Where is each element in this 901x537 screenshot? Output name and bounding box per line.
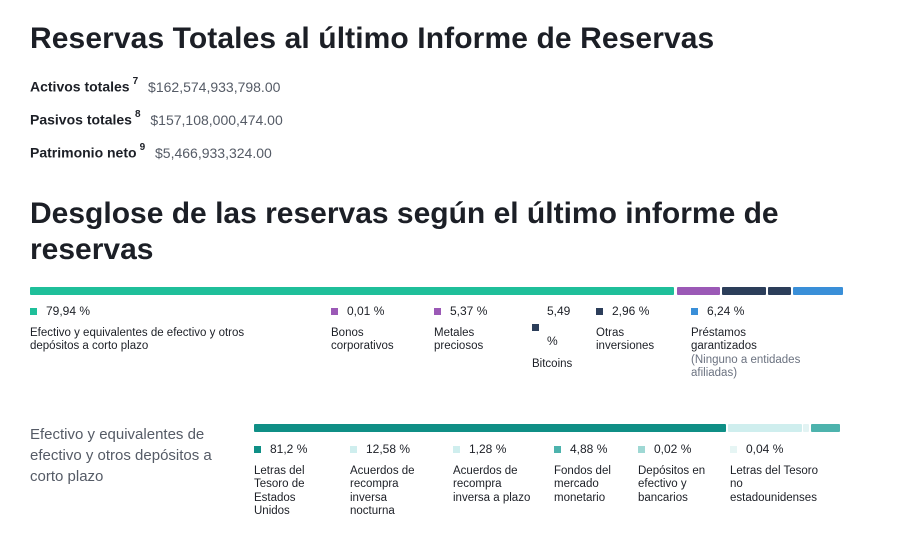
cash-item-bank-deposits: 0,02 % Depósitos en efectivo y bancarios — [638, 442, 714, 505]
total-assets-row: Activos totales 7 $162,574,933,798.00 — [30, 76, 281, 95]
cash-bar-segment-tbills[interactable] — [254, 424, 726, 432]
legend-pct: 5,37 % — [450, 304, 488, 318]
cash-bar-segment-overnight-repo[interactable] — [728, 424, 802, 432]
total-liabilities-value: $157,108,000,474.00 — [150, 111, 283, 128]
footnote-ref[interactable]: 7 — [132, 76, 139, 87]
legend-swatch — [331, 308, 338, 316]
legend-swatch — [638, 446, 645, 454]
legend-label: Fondos del mercado monetario — [554, 464, 611, 504]
legend-pct: 0,02 % — [654, 442, 692, 456]
legend-swatch — [30, 308, 37, 316]
legend-label: Letras del Tesoro de Estados Unidos — [254, 464, 305, 518]
cash-item-tbills: 81,2 % Letras del Tesoro de Estados Unid… — [254, 442, 334, 519]
cash-item-overnight-repo: 12,58 % Acuerdos de recompra inversa noc… — [350, 442, 430, 519]
total-liabilities-row: Pasivos totales 8 $157,108,000,474.00 — [30, 109, 283, 128]
legend-pct: 6,24 % — [707, 304, 745, 318]
legend-label: Acuerdos de recompra inversa a plazo — [453, 464, 531, 504]
total-assets-value: $162,574,933,798.00 — [148, 78, 281, 95]
legend-swatch — [350, 446, 357, 454]
legend-label: Otras inversiones — [596, 326, 655, 353]
legend-item-cash: 79,94 % Efectivo y equivalentes de efect… — [30, 304, 290, 354]
bar-segment-cash[interactable] — [30, 287, 674, 295]
legend-swatch — [691, 308, 698, 316]
legend-label: Metales preciosos — [434, 326, 484, 353]
legend-item-precious-metals: 5,37 % Metales preciosos — [434, 304, 514, 354]
legend-pct: 2,96 % — [612, 304, 650, 318]
legend-swatch — [730, 446, 737, 454]
legend-pct: 0,01 % — [347, 304, 385, 318]
legend-pct: 79,94 % — [46, 304, 91, 318]
legend-label: Letras del Tesoro no estadounidenses — [730, 464, 819, 504]
footnote-ref[interactable]: 8 — [134, 109, 141, 120]
legend-pct: 5,49 — [547, 304, 571, 318]
legend-swatch — [554, 446, 561, 454]
page-title: Reservas Totales al último Informe de Re… — [30, 22, 715, 55]
cash-item-term-repo: 1,28 % Acuerdos de recompra inversa a pl… — [453, 442, 533, 505]
cash-item-non-us-tbills: 0,04 % Letras del Tesoro no estadouniden… — [730, 442, 840, 505]
total-liabilities-label: Pasivos totales — [30, 111, 132, 128]
bar-segment-loans[interactable] — [793, 287, 843, 295]
breakdown-title: Desglose de las reservas según el último… — [30, 197, 779, 266]
bar-segment-other[interactable] — [768, 287, 791, 295]
legend-pct: 4,88 % — [570, 442, 608, 456]
bar-segment-bitcoin[interactable] — [722, 287, 766, 295]
legend-label: Préstamos garantizados — [691, 326, 757, 353]
footnote-ref[interactable]: 9 — [139, 142, 146, 153]
legend-swatch — [434, 308, 441, 316]
cash-item-money-market: 4,88 % Fondos del mercado monetario — [554, 442, 626, 505]
bar-segment-metals[interactable] — [677, 287, 720, 295]
legend-pct: 12,58 % — [366, 442, 411, 456]
legend-item-secured-loans: 6,24 % Préstamos garantizados (Ninguno a… — [691, 304, 816, 381]
cash-section-title: Efectivo y equivalentes de efectivo y ot… — [30, 426, 212, 485]
legend-swatch — [254, 446, 261, 454]
legend-label: Efectivo y equivalentes de efectivo y ot… — [30, 326, 245, 353]
legend-label: Depósitos en efectivo y bancarios — [638, 464, 706, 504]
legend-pct: 0,04 % — [746, 442, 784, 456]
legend-pct: 81,2 % — [270, 442, 308, 456]
legend-swatch — [596, 308, 603, 316]
net-equity-row: Patrimonio neto 9 $5,466,933,324.00 — [30, 142, 272, 161]
legend-pct-suffix: % — [547, 334, 558, 348]
legend-label: Bitcoins — [532, 358, 573, 370]
total-assets-label: Activos totales — [30, 78, 130, 95]
legend-item-corporate-bonds: 0,01 % Bonos corporativos — [331, 304, 421, 354]
legend-swatch — [532, 324, 539, 331]
legend-item-other-investments: 2,96 % Otras inversiones — [596, 304, 676, 354]
cash-bar-segment-term-repo[interactable] — [803, 424, 809, 432]
cash-bar-segment-mmf[interactable] — [811, 424, 840, 432]
legend-swatch — [453, 446, 460, 454]
legend-label: Acuerdos de recompra inversa nocturna — [350, 464, 415, 518]
net-equity-value: $5,466,933,324.00 — [155, 144, 272, 161]
net-equity-label: Patrimonio neto — [30, 144, 137, 161]
legend-sublabel: (Ninguno a entidades afiliadas) — [691, 353, 801, 380]
legend-label: Bonos corporativos — [331, 326, 394, 353]
legend-pct: 1,28 % — [469, 442, 507, 456]
